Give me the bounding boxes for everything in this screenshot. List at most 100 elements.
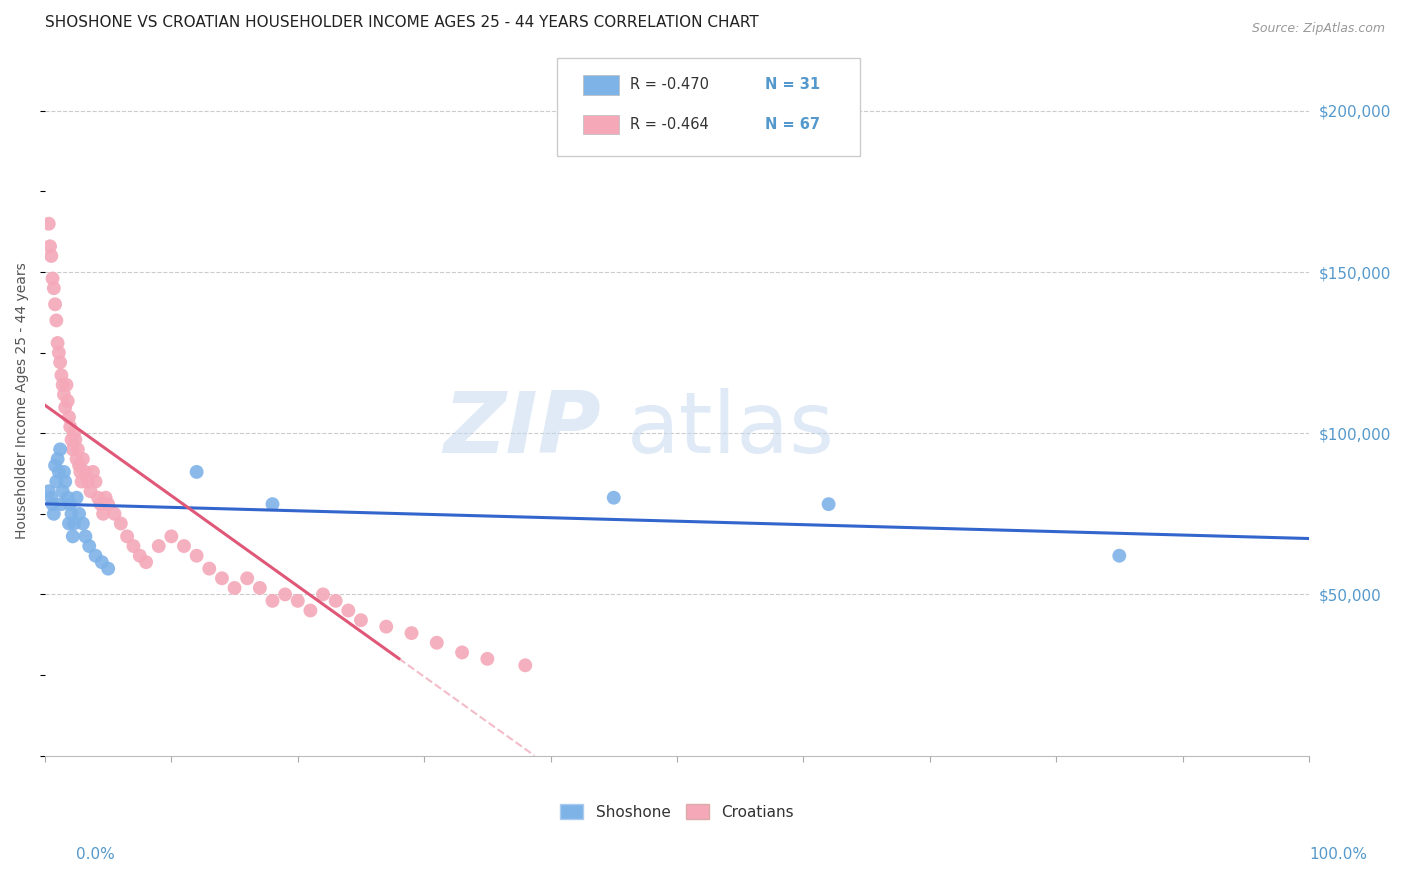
Point — [63, 516, 86, 531]
Point — [62, 529, 84, 543]
FancyBboxPatch shape — [583, 114, 619, 135]
Point — [128, 549, 150, 563]
Point — [39, 239, 62, 253]
Point — [299, 603, 322, 617]
Point — [67, 507, 90, 521]
Point — [426, 636, 449, 650]
Point — [122, 539, 145, 553]
Point — [70, 475, 93, 489]
Point — [45, 313, 67, 327]
Point — [94, 491, 117, 505]
Point — [77, 539, 100, 553]
Point — [84, 549, 107, 563]
Point — [39, 491, 62, 505]
Point — [287, 594, 309, 608]
Point — [53, 475, 76, 489]
Point — [87, 491, 110, 505]
Point — [274, 587, 297, 601]
Point — [38, 217, 60, 231]
Point — [350, 613, 373, 627]
Point — [401, 626, 423, 640]
Point — [817, 497, 839, 511]
Point — [262, 594, 284, 608]
Point — [63, 426, 86, 441]
Point — [41, 497, 63, 511]
Point — [603, 491, 626, 505]
Text: atlas: atlas — [627, 388, 834, 471]
Point — [49, 355, 72, 369]
Point — [42, 507, 65, 521]
Point — [115, 529, 138, 543]
Text: Source: ZipAtlas.com: Source: ZipAtlas.com — [1251, 22, 1385, 36]
Point — [186, 465, 208, 479]
Point — [135, 555, 157, 569]
Point — [375, 620, 398, 634]
Point — [77, 475, 100, 489]
Point — [90, 497, 112, 511]
FancyBboxPatch shape — [583, 75, 619, 95]
Point — [56, 491, 79, 505]
Text: N = 31: N = 31 — [765, 78, 821, 92]
Point — [312, 587, 335, 601]
Point — [60, 433, 83, 447]
Point — [67, 458, 90, 473]
Point — [110, 516, 132, 531]
Point — [75, 465, 97, 479]
Y-axis label: Householder Income Ages 25 - 44 years: Householder Income Ages 25 - 44 years — [15, 262, 30, 540]
Point — [224, 581, 246, 595]
Point — [65, 433, 87, 447]
Point — [52, 465, 75, 479]
Point — [39, 249, 62, 263]
Point — [59, 497, 82, 511]
Point — [198, 561, 221, 575]
Text: 0.0%: 0.0% — [76, 847, 115, 862]
FancyBboxPatch shape — [557, 59, 860, 156]
Point — [56, 394, 79, 409]
Point — [58, 516, 80, 531]
Point — [325, 594, 347, 608]
Point — [72, 516, 94, 531]
Point — [52, 377, 75, 392]
Point — [69, 465, 91, 479]
Point — [51, 368, 73, 383]
Point — [84, 475, 107, 489]
Point — [262, 497, 284, 511]
Point — [52, 387, 75, 401]
Text: R = -0.464: R = -0.464 — [630, 117, 709, 132]
Point — [62, 442, 84, 457]
Point — [160, 529, 183, 543]
Point — [51, 497, 73, 511]
Point — [515, 658, 537, 673]
Point — [45, 475, 67, 489]
Point — [90, 555, 112, 569]
Point — [75, 529, 97, 543]
Point — [97, 497, 120, 511]
Point — [48, 465, 70, 479]
Point — [44, 458, 66, 473]
Point — [236, 571, 259, 585]
Point — [58, 410, 80, 425]
Point — [211, 571, 233, 585]
Point — [91, 507, 114, 521]
Text: R = -0.470: R = -0.470 — [630, 78, 709, 92]
Point — [186, 549, 208, 563]
Point — [49, 442, 72, 457]
Point — [337, 603, 360, 617]
Point — [65, 491, 87, 505]
Point — [451, 645, 474, 659]
Text: 100.0%: 100.0% — [1309, 847, 1368, 862]
Point — [55, 377, 77, 392]
Point — [1108, 549, 1130, 563]
Point — [38, 484, 60, 499]
Text: SHOSHONE VS CROATIAN HOUSEHOLDER INCOME AGES 25 - 44 YEARS CORRELATION CHART: SHOSHONE VS CROATIAN HOUSEHOLDER INCOME … — [45, 15, 759, 30]
Point — [46, 452, 69, 467]
Point — [42, 281, 65, 295]
Point — [477, 652, 499, 666]
Point — [41, 271, 63, 285]
Point — [249, 581, 271, 595]
Point — [48, 345, 70, 359]
Point — [97, 561, 120, 575]
Point — [52, 484, 75, 499]
Point — [60, 507, 83, 521]
Point — [65, 452, 87, 467]
